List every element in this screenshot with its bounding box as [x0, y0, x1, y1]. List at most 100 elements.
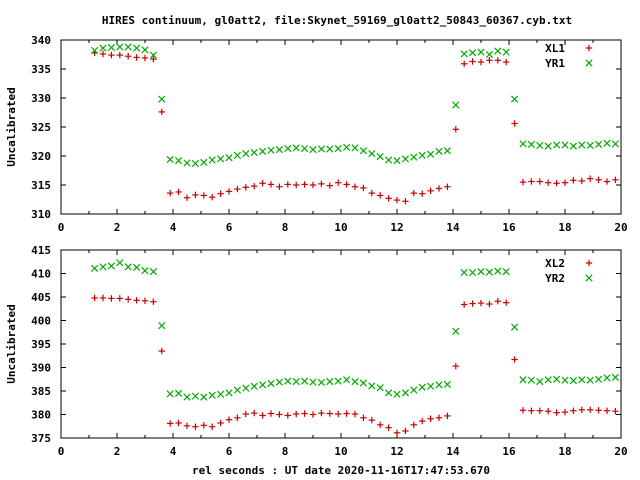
data-point [192, 423, 199, 430]
data-point [553, 180, 560, 187]
data-point [545, 408, 552, 415]
data-point [410, 153, 418, 161]
data-point [217, 419, 224, 427]
plot-panels: 0 2 4 6 8 10 12 14 16 18 20310315320325330335340Un… [5, 34, 628, 477]
data-point [191, 392, 200, 400]
data-point [595, 176, 602, 183]
data-point [200, 422, 207, 429]
data-point [225, 416, 233, 423]
data-point [191, 159, 200, 168]
data-point [578, 376, 586, 384]
data-point [419, 417, 426, 425]
data-point [360, 414, 367, 421]
data-point [141, 54, 149, 62]
data-point [594, 375, 603, 383]
data-point [510, 95, 519, 103]
data-point [519, 407, 527, 414]
data-point [402, 198, 409, 205]
y-tick-label: 335 [31, 63, 51, 76]
data-point [410, 386, 418, 394]
y-axis-label: Uncalibrated [5, 87, 18, 166]
data-point [410, 189, 417, 197]
data-point [107, 43, 116, 52]
data-point [468, 49, 477, 57]
y-tick-label: 400 [31, 315, 51, 328]
x-tick-label: 2 [114, 445, 121, 458]
data-point [477, 299, 485, 307]
data-point [174, 157, 183, 165]
data-point [452, 362, 459, 370]
x-tick-label: 0 [58, 445, 65, 458]
data-point [527, 376, 536, 384]
data-point [251, 409, 258, 417]
data-point [368, 416, 375, 424]
data-point [544, 376, 552, 384]
x-tick-label: 20 [614, 445, 627, 458]
x-tick-label: 20 [614, 221, 627, 234]
y-tick-label: 375 [31, 432, 51, 445]
data-point [502, 48, 510, 56]
data-point [519, 140, 527, 148]
data-point [284, 181, 291, 188]
data-point [276, 183, 283, 190]
y-tick-label: 380 [31, 409, 51, 422]
data-point [276, 411, 283, 418]
data-point [200, 393, 208, 401]
data-point [435, 414, 443, 421]
data-point [225, 389, 233, 397]
y-tick-label: 315 [31, 179, 51, 192]
data-point [242, 410, 249, 418]
data-point [216, 155, 225, 163]
chart-title: HIRES continuum, gl0att2, file:Skynet_59… [102, 14, 572, 27]
data-point [326, 377, 334, 386]
data-point [595, 407, 602, 414]
data-point [594, 140, 603, 149]
data-point [267, 146, 275, 154]
y-tick-label: 395 [31, 338, 51, 351]
y-tick-label: 415 [31, 244, 51, 257]
data-point [141, 267, 149, 275]
data-point [427, 187, 434, 194]
data-point [377, 421, 384, 429]
data-point [443, 147, 452, 155]
data-point [141, 46, 149, 54]
data-point [368, 189, 375, 197]
data-point [494, 298, 501, 305]
data-point [587, 406, 594, 413]
data-point [284, 412, 291, 419]
data-point [393, 390, 401, 398]
data-point [393, 157, 401, 165]
data-point [469, 58, 476, 65]
data-point [359, 379, 368, 387]
data-point [342, 143, 351, 151]
data-point [258, 381, 267, 389]
y-tick-label: 310 [31, 208, 51, 221]
data-point [612, 176, 619, 183]
x-tick-label: 8 [282, 221, 289, 234]
data-point [133, 297, 140, 304]
data-point [376, 152, 384, 161]
data-point [335, 410, 342, 418]
data-point [309, 145, 317, 154]
data-point [334, 377, 342, 385]
data-point [401, 155, 410, 163]
x-tick-label: 18 [558, 221, 571, 234]
data-point [309, 181, 317, 189]
plot-frame [60, 39, 622, 215]
data-point [528, 407, 535, 414]
data-point [234, 185, 241, 193]
data-point [209, 193, 216, 201]
data-point [99, 294, 107, 302]
data-point [208, 156, 216, 164]
data-point [486, 300, 493, 308]
data-point [133, 54, 140, 61]
data-point [150, 298, 157, 305]
data-point [494, 57, 501, 64]
data-point [167, 189, 174, 197]
data-point [426, 382, 435, 390]
data-point [234, 414, 241, 421]
x-tick-label: 16 [502, 221, 516, 234]
data-point [511, 120, 518, 127]
data-point [275, 145, 284, 154]
data-point [435, 381, 443, 389]
